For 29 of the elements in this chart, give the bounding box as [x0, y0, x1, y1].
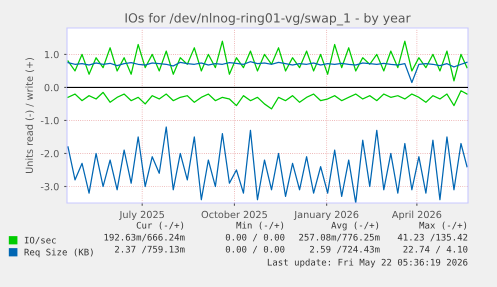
- line-series: [67, 90, 468, 110]
- x-tick-label: January 2026: [294, 210, 358, 220]
- legend-label: IO/sec: [24, 236, 56, 244]
- text: Avg (-/+): [331, 222, 378, 230]
- y-tick-label: 0.0: [44, 84, 59, 92]
- text: Last update: Fri May 22 05:36:19 2026: [268, 258, 468, 268]
- text: 192.63m/666.24m: [104, 234, 185, 242]
- text: Cur (-/+): [136, 222, 184, 230]
- y-tick-label: -1.0: [40, 116, 59, 124]
- text: 41.23 /135.42: [398, 234, 468, 242]
- chart-title: IOs for /dev/nlnog-ring01-vg/swap_1 - by year: [126, 12, 411, 26]
- text: 257.08m/776.25m: [299, 234, 380, 242]
- line-series: [67, 61, 468, 84]
- y-tick-label: -3.0: [40, 182, 59, 190]
- text: 0.00 / 0.00: [226, 234, 284, 242]
- text: 2.37 /759.13m: [115, 246, 185, 254]
- y-axis-title: Units read (-) / write (+): [25, 58, 34, 174]
- y-tick-label: 1.0: [44, 50, 59, 58]
- legend-label: Req Size (KB): [24, 248, 93, 258]
- line-series: [67, 40, 468, 82]
- text: 0.00 / 0.00: [226, 246, 284, 254]
- y-tick-label: -2.0: [40, 150, 59, 158]
- text: 2.59 /724.43m: [310, 246, 380, 254]
- x-tick-label: April 2026: [392, 210, 442, 220]
- x-tick-label: July 2025: [119, 210, 164, 220]
- text: Min (-/+): [236, 222, 284, 230]
- text: Max (-/+): [419, 222, 466, 230]
- text: 22.74 / 4.10: [403, 246, 468, 254]
- x-tick-label: October 2025: [202, 210, 267, 218]
